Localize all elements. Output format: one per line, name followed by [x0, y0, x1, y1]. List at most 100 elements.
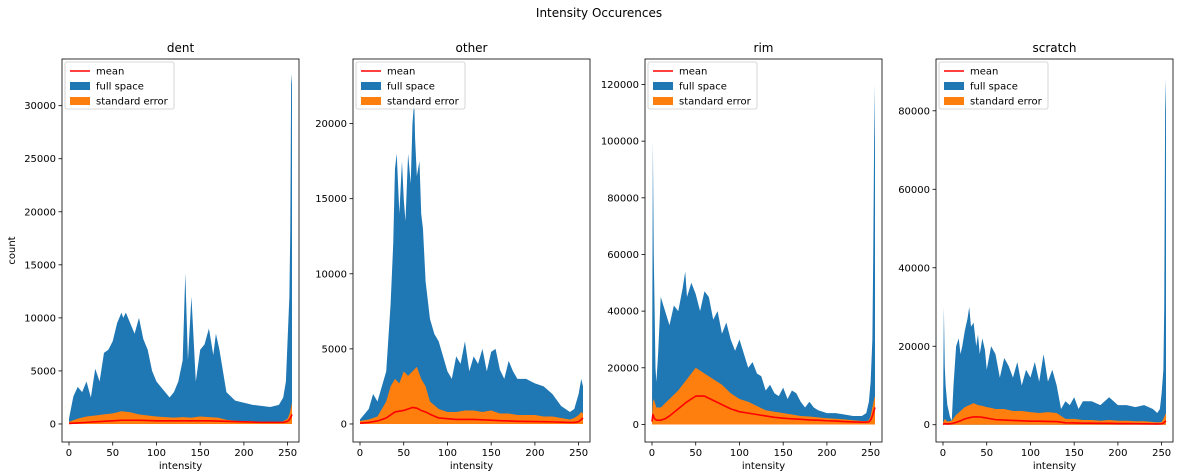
x-tick-label: 200: [234, 448, 253, 459]
y-tick-label: 40000: [607, 307, 639, 318]
legend-label: mean: [96, 67, 124, 78]
x-axis-label: intensity: [450, 461, 493, 472]
y-tick-label: 60000: [898, 185, 930, 196]
subplot-title: other: [456, 41, 488, 55]
axes-frame: [644, 58, 883, 443]
y-tick-label: 80000: [607, 193, 639, 204]
y-tick-label: 25000: [24, 154, 56, 165]
x-tick-label: 50: [397, 448, 410, 459]
subplot-other: 0 50 100 150 200 250 0 5000 10000 15000 20000 other…: [315, 41, 591, 472]
x-tick-label: 200: [525, 448, 544, 459]
x-tick-label: 0: [649, 448, 655, 459]
y-tick-label: 40000: [898, 263, 930, 274]
x-tick-label: 150: [482, 448, 501, 459]
x-tick-label: 200: [817, 448, 836, 459]
legend-label: standard error: [679, 97, 752, 108]
legend-box: [64, 61, 175, 110]
y-tick-label: 30000: [24, 101, 56, 112]
y-tick-label: 10000: [24, 313, 56, 324]
plot-area: [942, 79, 1167, 426]
y-tick-label: 20000: [607, 363, 639, 374]
legend-full-space-swatch: [944, 82, 964, 90]
x-tick-label: 150: [191, 448, 210, 459]
y-tick-label: 10000: [315, 269, 347, 280]
legend-full-space-swatch: [653, 82, 673, 90]
legend-box: [647, 61, 758, 110]
x-tick-label: 250: [278, 448, 297, 459]
x-tick-label: 0: [357, 448, 363, 459]
axes-frame: [61, 58, 300, 443]
y-tick-label: 15000: [315, 194, 347, 205]
x-tick-label: 50: [689, 448, 702, 459]
x-tick-label: 50: [106, 448, 119, 459]
legend-standard-error-swatch: [70, 97, 90, 105]
x-tick-label: 250: [1152, 448, 1171, 459]
x-tick-label: 100: [438, 448, 457, 459]
subplot-title: rim: [754, 41, 774, 55]
x-tick-label: 250: [861, 448, 880, 459]
legend-label: mean: [387, 67, 415, 78]
x-tick-label: 250: [569, 448, 588, 459]
y-tick-label: 15000: [24, 260, 56, 271]
legend-box: [938, 61, 1049, 110]
subplot-rim: 0 50 100 150 200 250 0 20000 40000 60000 80000 1000…: [601, 41, 883, 472]
legend-label: full space: [970, 82, 1018, 93]
y-tick-label: 20000: [315, 119, 347, 130]
series-full-space-area: [360, 101, 583, 424]
y-tick-label: 120000: [601, 80, 639, 91]
plot-area: [359, 101, 584, 425]
x-tick-label: 100: [147, 448, 166, 459]
y-tick-label: 0: [924, 420, 930, 431]
x-tick-label: 200: [1108, 448, 1127, 459]
x-tick-label: 0: [66, 448, 72, 459]
x-tick-label: 150: [1065, 448, 1084, 459]
x-tick-label: 100: [1021, 448, 1040, 459]
legend-label: full space: [96, 82, 144, 93]
legend-label: full space: [679, 82, 727, 93]
legend-full-space-swatch: [361, 82, 381, 90]
x-axis-label: intensity: [1033, 461, 1076, 472]
x-tick-label: 150: [774, 448, 793, 459]
series-full-space-area: [69, 73, 292, 424]
y-tick-label: 5000: [31, 366, 56, 377]
legend-box: [355, 61, 466, 110]
series-mean-line: [651, 395, 876, 423]
y-tick-label: 0: [633, 420, 639, 431]
y-tick-label: 20000: [24, 207, 56, 218]
legend-label: standard error: [970, 97, 1043, 108]
y-tick-label: 100000: [601, 137, 639, 148]
legend-standard-error-swatch: [944, 97, 964, 105]
series-full-space-area: [652, 84, 875, 425]
legend-full-space-swatch: [70, 82, 90, 90]
legend-label: mean: [970, 67, 998, 78]
x-axis-label: intensity: [159, 461, 202, 472]
legend-standard-error-swatch: [653, 97, 673, 105]
subplot-title: scratch: [1032, 41, 1076, 55]
plot-area: [651, 84, 876, 425]
series-full-space-area: [943, 79, 1166, 425]
axes-frame: [935, 58, 1174, 443]
legend-label: standard error: [387, 97, 460, 108]
subplot-title: dent: [167, 41, 195, 55]
y-axis-label: count: [7, 236, 18, 264]
x-tick-label: 100: [730, 448, 749, 459]
legend-label: standard error: [96, 97, 169, 108]
y-tick-label: 60000: [607, 250, 639, 261]
y-tick-label: 0: [50, 419, 56, 430]
series-standard-error-area: [652, 367, 875, 425]
legend-label: full space: [387, 82, 435, 93]
figure-suptitle: Intensity Occurences: [536, 6, 662, 20]
series-standard-error-area: [69, 402, 292, 424]
subplot-dent: 0 50 100 150 200 250 0 5000 10000 15000 20000 25000…: [7, 41, 300, 472]
legend-standard-error-swatch: [361, 97, 381, 105]
subplot-scratch: 0 50 100 150 200 250 0 20000 40000 60000 80000 scra…: [898, 41, 1174, 472]
y-tick-label: 20000: [898, 342, 930, 353]
legend-label: mean: [679, 67, 707, 78]
plot-area: [68, 73, 293, 425]
series-mean-line: [942, 416, 1167, 426]
x-tick-label: 50: [980, 448, 993, 459]
y-tick-label: 0: [341, 419, 347, 430]
axes-frame: [352, 58, 591, 443]
x-axis-label: intensity: [742, 461, 785, 472]
